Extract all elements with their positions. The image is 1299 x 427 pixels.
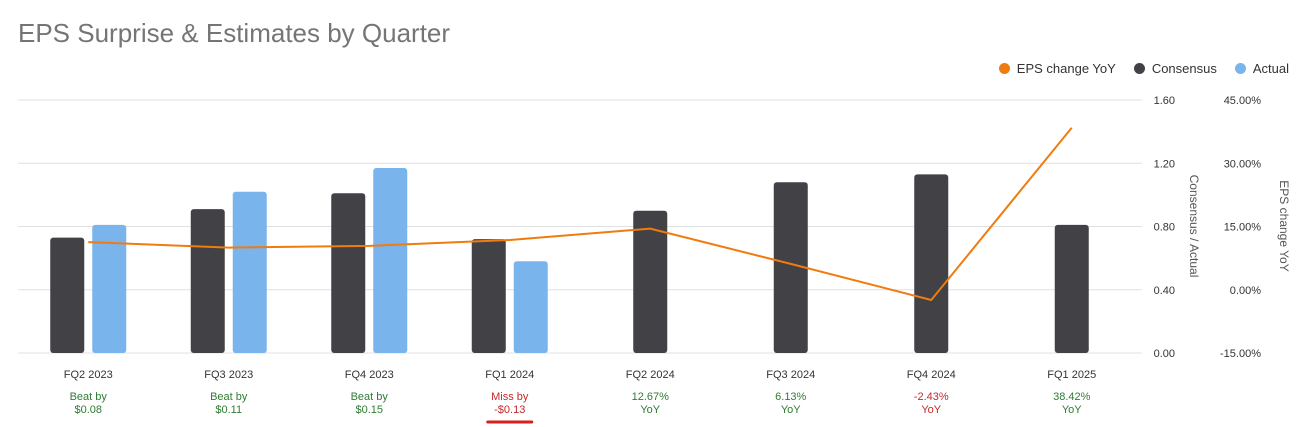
annotation-line2: -$0.13 (494, 404, 525, 416)
x-tick-label: FQ2 2023 (64, 369, 113, 381)
legend-label-consensus: Consensus (1151, 61, 1217, 76)
y-right-tick-label: -15.00% (1220, 348, 1261, 360)
line-eps-change-yoy (88, 127, 1073, 301)
annotation-line1: Beat by (70, 391, 108, 403)
legend-label-actual: Actual (1252, 61, 1289, 76)
annotation-line1: Beat by (210, 391, 248, 403)
annotation-line1: 38.42% (1053, 391, 1091, 403)
bar-actual (232, 191, 267, 353)
y-left-tick-label: 0.00 (1154, 348, 1175, 360)
bar-actual (373, 167, 408, 353)
bar-actual (513, 261, 548, 353)
legend-swatch-consensus (1133, 63, 1145, 74)
y-right-axis-title: EPS change YoY (1277, 180, 1291, 271)
annotation-line2: $0.15 (355, 404, 383, 416)
annotation-line1: 6.13% (775, 391, 806, 403)
legend-swatch-actual (1234, 63, 1246, 74)
y-right-tick-label: 45.00% (1224, 95, 1262, 107)
x-tick-label: FQ3 2023 (204, 369, 253, 381)
annotation-line2: YoY (640, 404, 660, 416)
y-left-tick-label: 0.80 (1154, 222, 1175, 234)
annotation-line2: YoY (1062, 404, 1082, 416)
x-tick-label: FQ3 2024 (766, 369, 815, 381)
y-right-tick-label: 0.00% (1230, 285, 1261, 297)
bar-consensus (773, 182, 808, 353)
x-tick-label: FQ1 2025 (1047, 369, 1096, 381)
x-tick-label: FQ4 2024 (907, 369, 956, 381)
legend-item-eps-change[interactable]: EPS change YoY (998, 61, 1116, 76)
legend-item-actual[interactable]: Actual (1234, 61, 1289, 76)
x-tick-label: FQ2 2024 (626, 369, 675, 381)
bar-actual (92, 224, 127, 353)
legend: EPS change YoY Consensus Actual (998, 61, 1289, 76)
bar-consensus (1054, 224, 1089, 353)
bar-consensus (914, 174, 949, 353)
chart-title: EPS Surprise & Estimates by Quarter (18, 18, 451, 48)
bar-consensus (190, 209, 225, 353)
x-tick-label: FQ1 2024 (485, 369, 534, 381)
y-left-tick-label: 1.60 (1154, 95, 1175, 107)
bar-consensus (50, 237, 85, 353)
annotation-line2: YoY (781, 404, 801, 416)
annotation-line1: -2.43% (914, 391, 949, 403)
x-tick-label: FQ4 2023 (345, 369, 394, 381)
annotation-line2: $0.08 (74, 404, 102, 416)
annotation-line1: Miss by (491, 391, 529, 403)
bar-consensus (633, 210, 668, 353)
bar-consensus (331, 193, 366, 353)
y-right-tick-label: 15.00% (1224, 222, 1262, 234)
legend-swatch-eps-change (998, 63, 1010, 74)
annotation-line1: Beat by (351, 391, 389, 403)
legend-item-consensus[interactable]: Consensus (1133, 61, 1217, 76)
bar-consensus (471, 239, 506, 353)
annotation-line2: $0.11 (215, 404, 242, 416)
y-right-tick-label: 30.00% (1224, 158, 1262, 170)
y-left-axis-title: Consensus / Actual (1187, 175, 1201, 278)
annotation-line1: 12.67% (632, 391, 670, 403)
legend-label-eps-change: EPS change YoY (1016, 61, 1116, 76)
y-left-tick-label: 1.20 (1154, 158, 1175, 170)
annotation-line2: YoY (921, 404, 941, 416)
y-left-tick-label: 0.40 (1154, 285, 1175, 297)
